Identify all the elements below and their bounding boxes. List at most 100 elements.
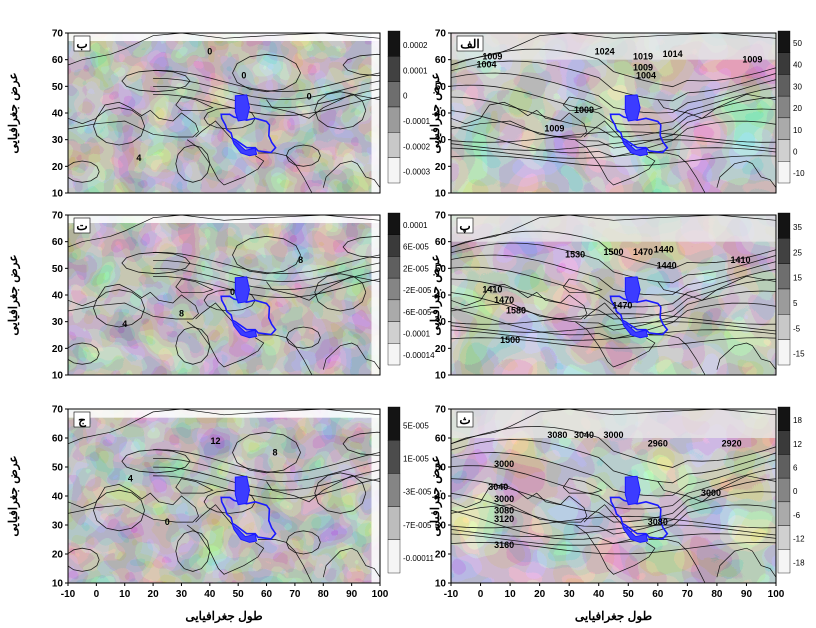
x-tick-label: -10 xyxy=(444,589,459,600)
y-tick-label: 30 xyxy=(435,135,447,146)
contour-label: 3160 xyxy=(494,540,514,550)
contour-line xyxy=(451,426,776,468)
coastline xyxy=(716,160,776,188)
caspian-sea xyxy=(234,94,251,122)
colorbar-label: -0.0003 xyxy=(403,168,431,177)
contour-line xyxy=(451,108,776,149)
contour-label: 3000 xyxy=(603,430,623,440)
study-region-outline xyxy=(220,496,277,540)
x-tick-label: 10 xyxy=(505,589,517,600)
panel-tag-box xyxy=(456,411,474,428)
persian-gulf xyxy=(231,523,258,543)
colorbar-label: 18 xyxy=(793,416,802,425)
panel-tag: ج xyxy=(78,413,86,428)
colorbar-swatch xyxy=(387,256,401,279)
panel-tag: ث xyxy=(459,413,470,427)
x-tick-label: 20 xyxy=(534,589,546,600)
coastline xyxy=(195,302,233,322)
contour-line xyxy=(314,91,367,130)
colorbar-label: -12 xyxy=(793,535,805,544)
colorbar-label: 0 xyxy=(403,92,408,101)
y-tick-label: 10 xyxy=(435,189,447,200)
contour-line xyxy=(175,326,211,365)
contour-line xyxy=(153,475,380,500)
coastline xyxy=(68,283,199,320)
coastline xyxy=(574,139,656,186)
y-tick-label: 40 xyxy=(52,291,64,302)
contour-label: 1470 xyxy=(612,300,632,310)
y-tick-label: 30 xyxy=(52,521,64,532)
contour-line xyxy=(342,431,380,456)
coastline xyxy=(716,547,776,578)
colorbar: 18 12 6 0 -6 -12 -18 xyxy=(777,406,805,574)
colorbar-swatch xyxy=(387,473,401,507)
colorbar-swatch xyxy=(387,212,401,235)
colorbar-swatch xyxy=(777,525,791,550)
contour-line xyxy=(451,72,776,114)
map-panel-left-top: 0040ب706050403020100.00020.00010-0.0001-… xyxy=(52,29,431,200)
panel-tag-box xyxy=(73,35,91,52)
y-axis-title: عرض جغرافیایی xyxy=(428,72,443,153)
colorbar-label: -0.00014 xyxy=(403,351,435,360)
y-tick-label: 30 xyxy=(52,135,64,146)
shaded-field xyxy=(68,33,380,193)
colorbar-swatch xyxy=(777,263,791,290)
coastline xyxy=(562,278,603,293)
contour-line xyxy=(285,326,321,349)
contour-line xyxy=(451,329,776,341)
colorbar-swatch xyxy=(387,406,401,441)
x-tick-label: 80 xyxy=(711,589,723,600)
colorbar-label: -15 xyxy=(793,350,805,359)
contour-line xyxy=(451,313,776,325)
panel-tag: پ xyxy=(459,219,470,233)
colorbar-label: 5E-005 xyxy=(403,421,429,430)
coastline xyxy=(583,302,623,322)
contour-line xyxy=(153,466,380,491)
y-tick-label: 30 xyxy=(435,317,447,328)
colorbar: 0.0002 0.0001 0 -0.0001 -0.0002 -0.0003 xyxy=(387,30,431,184)
y-tick-label: 10 xyxy=(52,189,64,200)
contour-label: 1470 xyxy=(494,295,514,305)
contour-label: 3040 xyxy=(488,482,508,492)
contour-line xyxy=(451,290,776,331)
colorbar-swatch xyxy=(777,139,791,162)
coastline xyxy=(175,478,214,494)
contour-line xyxy=(451,242,776,284)
colorbar-swatch xyxy=(387,234,401,257)
panel-tag-box xyxy=(73,217,91,234)
contour-line xyxy=(342,53,380,77)
panel-tag: ب xyxy=(76,37,87,51)
colorbar-label: 0.0001 xyxy=(403,221,428,230)
colorbar-label: 25 xyxy=(793,248,802,257)
coastline xyxy=(322,547,380,578)
contour-label: 3000 xyxy=(494,459,514,469)
colorbar-label: 50 xyxy=(793,39,802,48)
coastline xyxy=(175,278,214,293)
contour-label: 8 xyxy=(298,255,303,265)
colorbar-swatch xyxy=(387,157,401,184)
x-tick-label: 0 xyxy=(478,589,484,600)
coastline xyxy=(186,321,265,368)
colorbar-label: -0.00011 xyxy=(403,554,435,563)
coastline xyxy=(716,342,776,370)
y-tick-label: 10 xyxy=(52,579,64,590)
contour-label: 1410 xyxy=(731,255,751,265)
y-tick-label: 20 xyxy=(435,162,447,173)
panel-tag-box xyxy=(73,411,91,428)
colorbar-label: 5 xyxy=(793,299,798,308)
colorbar-label: -6E-005 xyxy=(403,308,432,317)
coastline xyxy=(258,334,313,375)
contour-label: 0 xyxy=(165,517,170,527)
y-tick-label: 70 xyxy=(52,29,64,40)
coastline xyxy=(451,484,588,523)
contour-line xyxy=(153,260,380,283)
x-axis-title: طول جغرافیایی xyxy=(185,609,262,624)
coastline xyxy=(68,215,380,248)
contour-label: 1500 xyxy=(603,247,623,257)
contour-line xyxy=(285,144,321,167)
colorbar-label: 40 xyxy=(793,61,802,70)
colorbar-swatch xyxy=(777,238,791,264)
coastline xyxy=(68,484,199,523)
colorbar-label: 30 xyxy=(793,82,802,91)
